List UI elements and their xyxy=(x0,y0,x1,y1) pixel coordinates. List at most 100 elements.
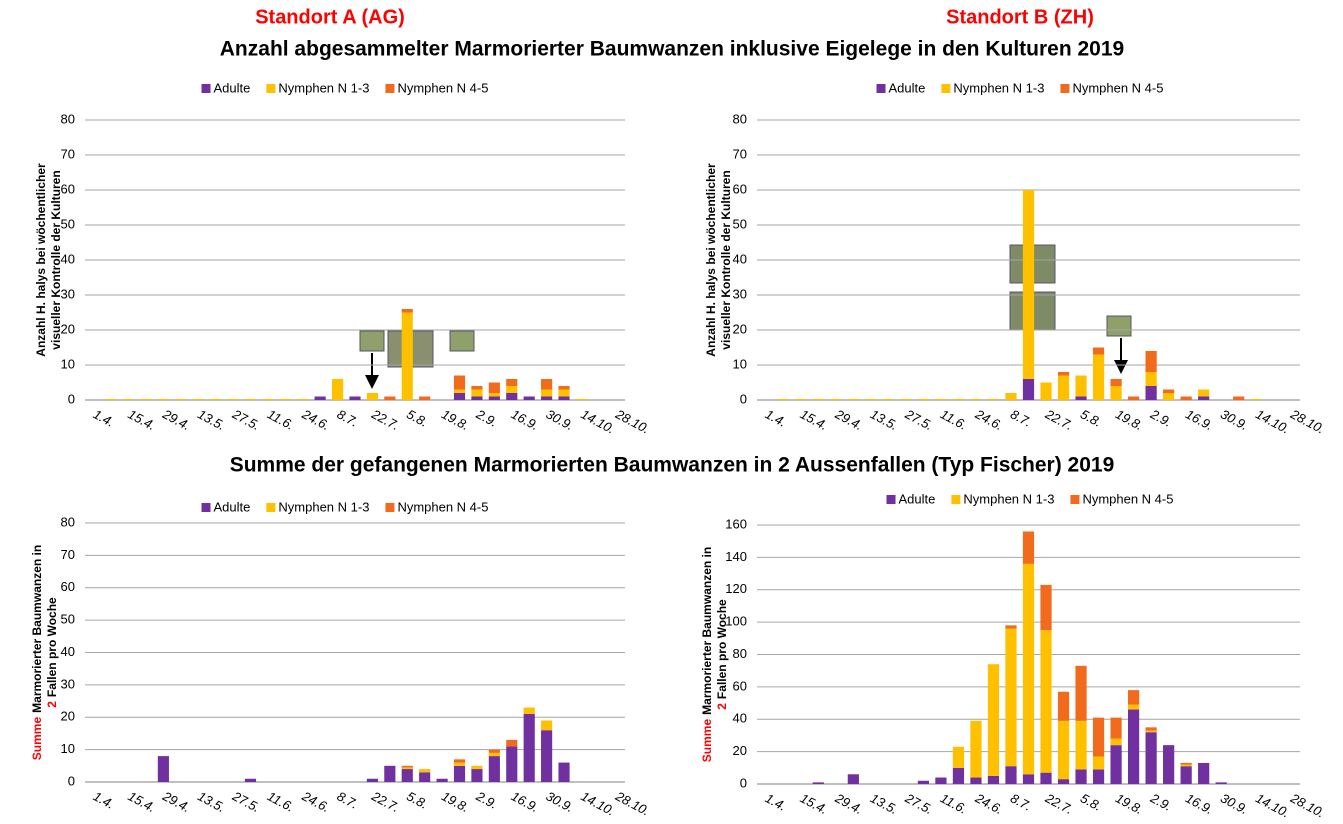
x-tick-label: 28.10. xyxy=(1287,406,1327,437)
bar-segment xyxy=(1128,710,1139,784)
bar-segment xyxy=(1023,531,1034,563)
x-tick-label: 29.4. xyxy=(159,406,192,433)
bar-segment xyxy=(506,386,517,393)
bar-segment xyxy=(1005,625,1016,628)
bar-segment xyxy=(576,399,587,400)
bar-segment xyxy=(813,782,824,784)
bar-segment xyxy=(1093,756,1104,769)
x-tick-label: 15.4. xyxy=(798,790,831,817)
legend-swatch xyxy=(202,84,211,93)
y-tick-label: 20 xyxy=(61,709,75,724)
bar-segment xyxy=(402,769,413,782)
bar-segment xyxy=(1128,690,1139,705)
x-tick-label: 16.9. xyxy=(1183,406,1216,433)
y-tick-label: 50 xyxy=(61,612,75,627)
y-tick-label: 10 xyxy=(733,356,747,371)
bar-segment xyxy=(524,714,535,782)
bar-segment xyxy=(454,376,465,390)
y-tick-label: 40 xyxy=(61,644,75,659)
legend-swatch xyxy=(1070,495,1079,504)
bar-segment xyxy=(419,772,430,782)
bar-segment xyxy=(454,759,465,762)
site-a-title: Standort A (AG) xyxy=(255,6,405,28)
legend-label: Adulte xyxy=(899,491,936,506)
bar-segment xyxy=(262,399,273,400)
bar-segment xyxy=(541,397,552,401)
bar-segment xyxy=(795,399,806,400)
bar-segment xyxy=(988,399,999,400)
bar-segment xyxy=(1005,766,1016,784)
x-tick-label: 29.4. xyxy=(832,790,865,817)
bar-segment xyxy=(778,399,789,400)
bar-segment xyxy=(454,763,465,766)
bar-segment xyxy=(454,766,465,782)
x-tick-label: 19.8. xyxy=(439,406,472,433)
legend-swatch xyxy=(887,495,896,504)
x-tick-label: 16.9. xyxy=(1183,790,1216,817)
bar-segment xyxy=(158,399,169,400)
bar-segment xyxy=(158,756,169,782)
bar-segment xyxy=(970,778,981,784)
page: Standort A (AG) Standort B (ZH) Anzahl a… xyxy=(0,0,1343,824)
x-tick-label: 30.9. xyxy=(1218,790,1251,817)
x-tick-label: 19.8. xyxy=(1113,790,1146,817)
y-tick-label: 120 xyxy=(725,581,747,596)
bar-segment xyxy=(227,399,238,400)
bar-segment xyxy=(1093,769,1104,784)
x-tick-label: 2.9. xyxy=(473,788,500,812)
legend-swatch xyxy=(1060,84,1069,93)
bar-segment xyxy=(1058,376,1069,401)
bar-segment xyxy=(1198,763,1209,784)
bar-segment xyxy=(1163,745,1174,784)
legend-label: Adulte xyxy=(889,80,926,95)
y-tick-label: 0 xyxy=(740,775,747,790)
bar-segment xyxy=(541,720,552,730)
x-tick-label: 22.7. xyxy=(369,788,402,815)
photo xyxy=(360,331,384,351)
bar-segment xyxy=(489,750,500,753)
x-tick-label: 28.10. xyxy=(1287,790,1327,821)
bar-segment xyxy=(1040,383,1051,401)
x-tick-label: 15.4. xyxy=(126,788,159,815)
bar-segment xyxy=(506,746,517,782)
bar-segment xyxy=(1163,393,1174,400)
x-tick-label: 19.8. xyxy=(1113,406,1146,433)
legend-swatch xyxy=(385,84,394,93)
bar-segment xyxy=(918,781,929,784)
legend-label: Nymphen N 4-5 xyxy=(397,499,488,514)
section-title: Summe der gefangenen Marmorierten Baumwa… xyxy=(230,454,1115,477)
bar-segment xyxy=(541,379,552,390)
legend-label: Nymphen N 1-3 xyxy=(278,499,369,514)
bar-segment xyxy=(1058,372,1069,376)
bar-segment xyxy=(900,399,911,400)
bar-segment xyxy=(1110,386,1121,400)
y-tick-label: 40 xyxy=(733,711,747,726)
y-tick-label: 70 xyxy=(733,146,747,161)
x-tick-label: 22.7. xyxy=(369,406,402,433)
y-tick-label: 60 xyxy=(61,579,75,594)
photo xyxy=(1107,316,1131,336)
y-axis-label: 2Fallen pro Woche xyxy=(45,597,59,708)
bar-segment xyxy=(1040,630,1051,772)
y-tick-label: 80 xyxy=(61,514,75,529)
bar-segment xyxy=(1093,348,1104,355)
bar-segment xyxy=(865,399,876,400)
bar-segment xyxy=(1146,351,1157,372)
x-tick-label: 16.9. xyxy=(509,788,542,815)
x-tick-label: 1.4. xyxy=(91,788,117,811)
bar-segment xyxy=(883,399,894,400)
x-tick-label: 11.6. xyxy=(938,790,970,816)
y-tick-label: 0 xyxy=(740,391,747,406)
x-tick-label: 14.10. xyxy=(1253,406,1292,436)
bar-segment xyxy=(1058,721,1069,779)
y-tick-label: 60 xyxy=(733,181,747,196)
bar-segment xyxy=(1181,397,1192,401)
legend-label: Nymphen N 1-3 xyxy=(963,491,1054,506)
bar-segment xyxy=(1216,782,1227,784)
bar-segment xyxy=(402,309,413,313)
bar-segment xyxy=(506,379,517,386)
y-axis-label-text: Fallen pro Woche xyxy=(715,599,729,699)
y-axis-label-highlight: 2 xyxy=(715,703,729,710)
y-tick-label: 0 xyxy=(68,773,75,788)
